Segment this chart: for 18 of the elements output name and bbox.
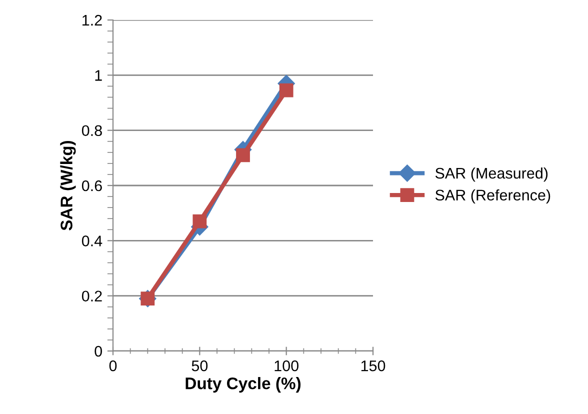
point <box>236 148 250 162</box>
x-tick-label: 50 <box>192 360 208 372</box>
y-tick-label: 0 <box>94 346 102 357</box>
point <box>279 83 294 98</box>
legend-label: SAR (Reference) <box>435 189 550 204</box>
legend-label: SAR (Measured) <box>435 167 548 182</box>
y-tick-label: 0.6 <box>82 180 102 192</box>
x-tick-label: 150 <box>361 360 386 372</box>
x-tick-label: 100 <box>274 360 298 372</box>
y-tick-label: 0.8 <box>82 125 102 136</box>
point <box>192 214 207 228</box>
y-tick-label: 0.4 <box>82 236 102 246</box>
x-axis-title: Duty Cycle (%) <box>186 377 301 393</box>
y-axis-title: SAR (W/kg) <box>60 140 76 230</box>
y-tick-label: 0.2 <box>82 290 102 302</box>
y-tick-label: 1.2 <box>82 14 102 26</box>
x-tick-label: 0 <box>109 360 117 372</box>
y-tick-label: 1 <box>95 70 102 81</box>
